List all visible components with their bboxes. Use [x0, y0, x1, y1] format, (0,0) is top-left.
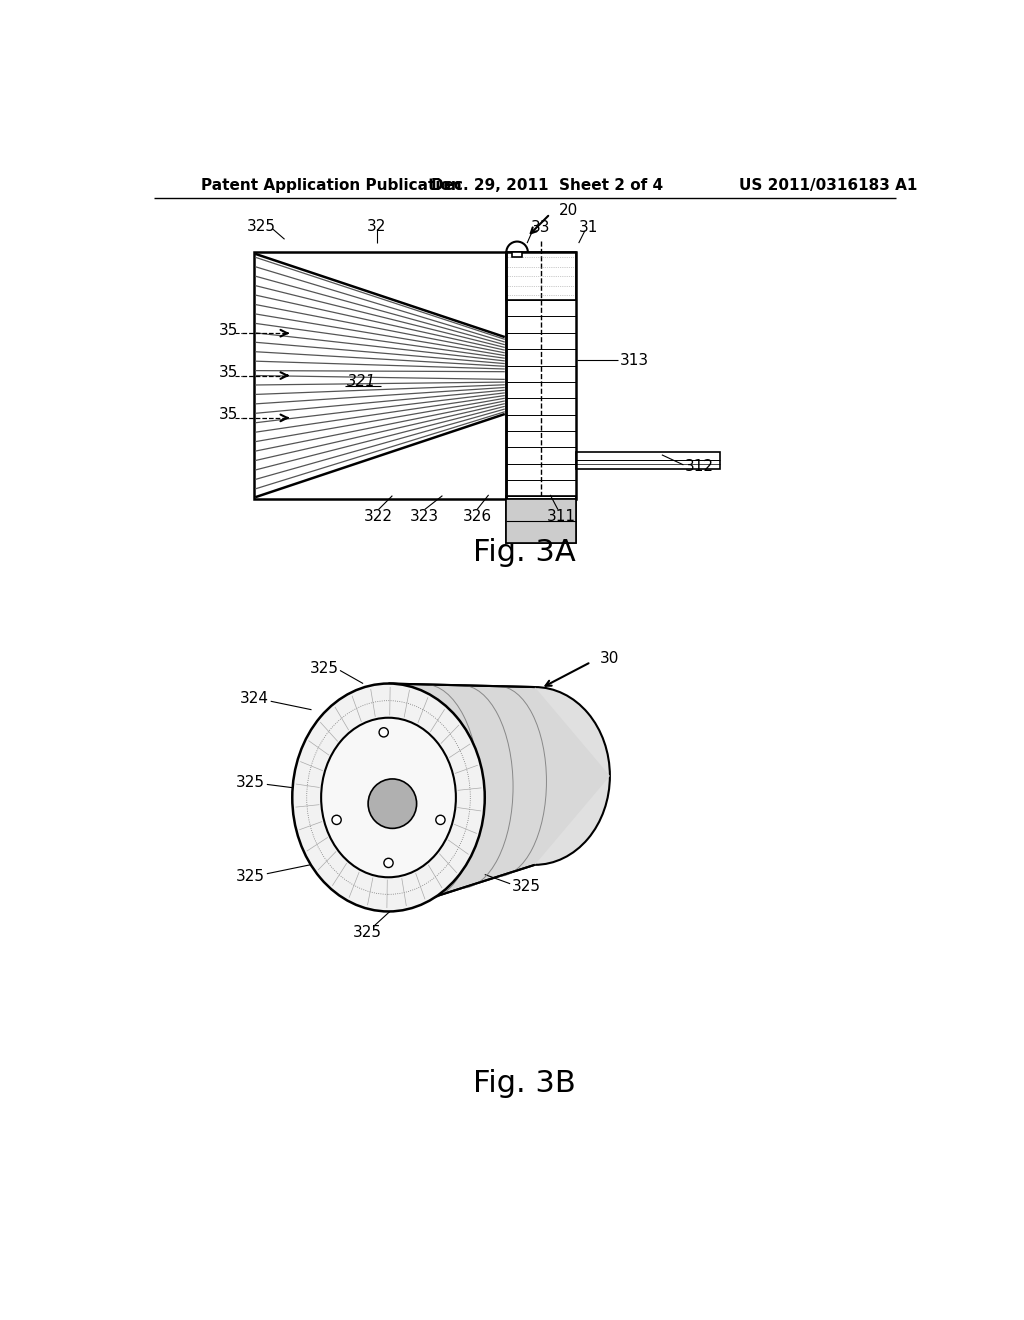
- Text: 326: 326: [463, 510, 492, 524]
- Text: 321: 321: [347, 374, 376, 389]
- Text: Fig. 3A: Fig. 3A: [473, 539, 577, 568]
- Circle shape: [379, 727, 388, 737]
- Text: 323: 323: [411, 510, 439, 524]
- Bar: [506, 499, 575, 543]
- Bar: [506, 252, 575, 300]
- Text: 325: 325: [512, 879, 541, 894]
- Text: 324: 324: [241, 692, 269, 706]
- Text: 35: 35: [219, 408, 239, 422]
- Ellipse shape: [292, 684, 484, 911]
- Bar: [506, 496, 575, 543]
- Text: Dec. 29, 2011  Sheet 2 of 4: Dec. 29, 2011 Sheet 2 of 4: [431, 178, 663, 193]
- Ellipse shape: [322, 718, 456, 878]
- Circle shape: [436, 816, 445, 825]
- Text: 35: 35: [219, 322, 239, 338]
- Text: Fig. 3B: Fig. 3B: [473, 1069, 577, 1098]
- Text: 31: 31: [579, 220, 598, 235]
- Text: 313: 313: [620, 352, 648, 368]
- Text: 325: 325: [247, 219, 275, 234]
- Text: 20: 20: [559, 203, 578, 218]
- Text: 32: 32: [368, 219, 387, 234]
- Circle shape: [332, 816, 341, 825]
- Text: 312: 312: [685, 459, 714, 474]
- Text: 325: 325: [353, 925, 382, 940]
- Text: 325: 325: [309, 660, 339, 676]
- Text: 311: 311: [547, 510, 577, 524]
- Text: 325: 325: [237, 869, 265, 883]
- Ellipse shape: [368, 779, 417, 829]
- Ellipse shape: [460, 686, 610, 865]
- Text: 325: 325: [237, 775, 265, 789]
- Text: US 2011/0316183 A1: US 2011/0316183 A1: [739, 178, 918, 193]
- Text: 33: 33: [530, 220, 550, 235]
- Bar: [575, 451, 720, 469]
- Text: 322: 322: [364, 510, 393, 524]
- Text: 35: 35: [219, 364, 239, 380]
- Bar: [254, 252, 506, 499]
- Bar: [506, 252, 575, 499]
- Text: Patent Application Publication: Patent Application Publication: [202, 178, 462, 193]
- Circle shape: [384, 858, 393, 867]
- Bar: [512, 252, 522, 257]
- Text: 30: 30: [600, 651, 620, 667]
- Polygon shape: [388, 684, 610, 911]
